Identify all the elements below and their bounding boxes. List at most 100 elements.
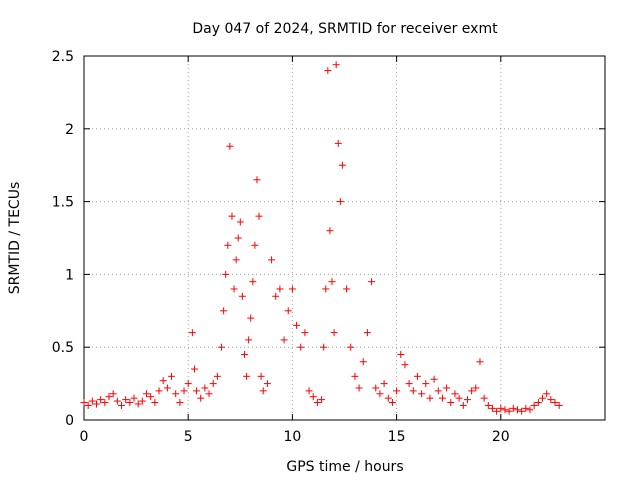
data-point	[280, 336, 288, 344]
data-point	[538, 394, 546, 402]
data-point	[336, 198, 344, 206]
data-point	[197, 394, 205, 402]
data-point	[151, 399, 159, 407]
data-point	[88, 397, 96, 405]
y-tick-label: 2	[65, 122, 74, 138]
data-point	[80, 399, 88, 407]
data-point	[249, 278, 257, 286]
data-point	[368, 278, 376, 286]
data-point	[309, 393, 317, 401]
data-point	[113, 397, 121, 405]
data-point	[318, 396, 326, 404]
data-point	[484, 401, 492, 409]
data-point	[232, 256, 240, 264]
grid	[84, 56, 605, 420]
data-point	[372, 384, 380, 392]
data-point	[324, 67, 332, 75]
data-point	[384, 394, 392, 402]
data-point	[180, 387, 188, 395]
data-point	[380, 380, 388, 388]
data-point	[505, 407, 513, 415]
x-tick-label: 0	[80, 429, 89, 445]
data-points	[80, 61, 563, 415]
data-point	[551, 399, 559, 407]
data-point	[363, 329, 371, 337]
data-point	[405, 380, 413, 388]
data-point	[543, 390, 551, 398]
data-point	[293, 321, 301, 329]
data-point	[343, 285, 351, 293]
data-point	[376, 390, 384, 398]
data-point	[534, 399, 542, 407]
data-point	[176, 399, 184, 407]
data-point	[190, 365, 198, 373]
data-point	[347, 343, 355, 351]
data-point	[193, 387, 201, 395]
data-point	[226, 142, 234, 150]
data-point	[355, 384, 363, 392]
data-point	[334, 139, 342, 147]
data-point	[155, 387, 163, 395]
data-point	[497, 404, 505, 412]
data-point	[147, 393, 155, 401]
data-point	[101, 399, 109, 407]
data-point	[322, 285, 330, 293]
data-point	[401, 361, 409, 369]
data-point	[205, 390, 213, 398]
data-point	[105, 393, 113, 401]
chart-title: Day 047 of 2024, SRMTID for receiver exm…	[192, 21, 498, 37]
data-point	[413, 372, 421, 380]
x-tick-label: 20	[492, 429, 510, 445]
data-point	[468, 387, 476, 395]
data-point	[243, 372, 251, 380]
data-point	[526, 406, 534, 414]
data-point	[230, 285, 238, 293]
data-point	[240, 350, 248, 358]
data-point	[224, 241, 232, 249]
data-point	[351, 372, 359, 380]
data-point	[388, 399, 396, 407]
data-point	[93, 400, 101, 408]
data-point	[547, 396, 555, 404]
data-point	[338, 161, 346, 169]
data-point	[159, 377, 167, 385]
data-point	[463, 396, 471, 404]
data-point	[251, 241, 259, 249]
data-point	[513, 406, 521, 414]
data-point	[434, 387, 442, 395]
data-point	[297, 343, 305, 351]
data-point	[236, 218, 244, 226]
data-point	[276, 285, 284, 293]
data-point	[201, 384, 209, 392]
data-point	[184, 380, 192, 388]
data-point	[143, 390, 151, 398]
data-point	[138, 397, 146, 405]
data-point	[518, 407, 526, 415]
data-point	[451, 390, 459, 398]
data-point	[272, 292, 280, 300]
plot-frame	[83, 55, 606, 421]
y-tick-label: 0.5	[52, 340, 74, 356]
data-point	[228, 212, 236, 220]
data-point	[438, 394, 446, 402]
data-point	[305, 387, 313, 395]
data-point	[213, 372, 221, 380]
data-point	[447, 399, 455, 407]
data-point	[118, 401, 126, 409]
data-point	[472, 384, 480, 392]
data-point	[330, 329, 338, 337]
x-tick-label: 5	[184, 429, 193, 445]
data-point	[245, 336, 253, 344]
x-tick-label: 10	[283, 429, 301, 445]
data-point	[397, 350, 405, 358]
data-point	[222, 270, 230, 278]
data-point	[393, 387, 401, 395]
data-point	[168, 372, 176, 380]
data-point	[234, 234, 242, 242]
data-point	[509, 404, 517, 412]
data-point	[522, 404, 530, 412]
data-point	[130, 394, 138, 402]
data-point	[268, 256, 276, 264]
data-point	[459, 401, 467, 409]
data-point	[326, 227, 334, 235]
